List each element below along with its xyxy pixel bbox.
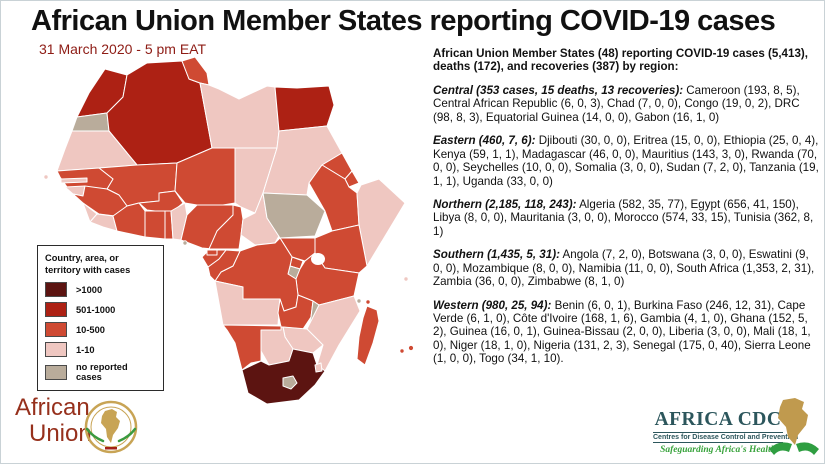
country-cameroon (208, 204, 244, 250)
country-comoros (356, 298, 362, 304)
au-word-african: African (15, 394, 90, 421)
legend-label-no-cases: no reported cases (76, 362, 128, 383)
region-northern: Northern (2,185, 118, 243): Algeria (582… (433, 198, 821, 238)
legend-item-no-cases: no reported cases (45, 362, 156, 382)
legend-swatch-10-500 (45, 322, 67, 338)
region-eastern: Eastern (460, 7, 6): Djibouti (30, 0, 0)… (433, 134, 821, 188)
legend-swatch-gt1000 (45, 282, 67, 298)
country-eswatini (314, 362, 323, 373)
legend-item-10-500: 10-500 (45, 322, 156, 338)
map-legend: Country, area, or territory with cases >… (37, 245, 164, 392)
region-central: Central (353 cases, 15 deaths, 13 recove… (433, 84, 821, 124)
africa-cdc-subtitle: Centres for Disease Control and Preventi… (653, 432, 799, 443)
legend-label-1-10: 1-10 (76, 344, 95, 355)
legend-swatch-1-10 (45, 342, 67, 358)
page-title: African Union Member States reporting CO… (31, 5, 776, 37)
region-southern-body: Angola (7, 2, 0), Botswana (3, 0, 0), Es… (433, 248, 815, 289)
country-cape-verde (43, 174, 49, 180)
country-seychelles (403, 276, 409, 282)
legend-swatch-501-1000 (45, 302, 67, 318)
au-word-union: Union (29, 419, 92, 447)
africa-cdc-tagline: Safeguarding Africa's Health (660, 445, 776, 455)
region-central-body: Cameroon (193, 8, 5), Central African Re… (433, 83, 800, 124)
country-mayotte (365, 299, 371, 305)
legend-label-10-500: 10-500 (76, 324, 105, 335)
country-lesotho (282, 375, 298, 390)
region-eastern-body: Djibouti (30, 0, 0), Eritrea (15, 0, 0),… (433, 134, 819, 188)
region-western-lead: Western (980, 25, 94): (433, 298, 552, 312)
legend-item-gt1000: >1000 (45, 282, 156, 298)
legend-swatch-no-cases (45, 364, 67, 380)
country-mauritius (407, 344, 415, 352)
african-union-logo: African Union (15, 395, 92, 447)
region-central-lead: Central (353 cases, 15 deaths, 13 recove… (433, 83, 684, 97)
region-southern-lead: Southern (1,435, 5, 31): (433, 248, 560, 262)
region-southern: Southern (1,435, 5, 31): Angola (7, 2, 0… (433, 248, 821, 288)
country-gambia (60, 177, 88, 184)
statistics-panel: African Union Member States (48) reporti… (433, 47, 821, 376)
africa-cdc-wordmark: AFRICA CDC (654, 409, 782, 430)
country-ghana (144, 210, 166, 240)
lake-victoria (311, 253, 325, 265)
legend-title: Country, area, or territory with cases (45, 253, 131, 275)
legend-item-501-1000: 501-1000 (45, 302, 156, 318)
region-northern-body: Algeria (582, 35, 77), Egypt (656, 41, 1… (433, 197, 814, 238)
legend-label-501-1000: 501-1000 (76, 304, 116, 315)
africa-cdc-logo: AFRICA CDC Centres for Disease Control a… (653, 409, 799, 455)
country-namibia (222, 324, 282, 371)
region-northern-lead: Northern (2,185, 118, 243): (433, 197, 577, 211)
region-eastern-lead: Eastern (460, 7, 6): (433, 134, 536, 148)
region-western-body: Benin (6, 0, 1), Burkina Faso (246, 12, … (433, 298, 811, 366)
country-sao-tome (182, 240, 188, 246)
country-madagascar (356, 305, 380, 366)
region-western: Western (980, 25, 94): Benin (6, 0, 1), … (433, 299, 821, 366)
africa-cdc-emblem-icon (769, 398, 819, 455)
african-union-emblem-icon (84, 400, 138, 454)
country-equatorial-guinea (206, 249, 218, 256)
africa-choropleth-map (43, 56, 415, 405)
african-union-wordmark: African Union (15, 395, 92, 447)
legend-label-gt1000: >1000 (76, 284, 103, 295)
report-date: 31 March 2020 - 5 pm EAT (39, 41, 207, 57)
country-guinea (72, 185, 128, 217)
country-reunion (399, 348, 405, 354)
country-libya (199, 82, 280, 149)
country-egypt (274, 85, 335, 132)
legend-item-1-10: 1-10 (45, 342, 156, 358)
summary-text: African Union Member States (48) reporti… (433, 47, 808, 74)
